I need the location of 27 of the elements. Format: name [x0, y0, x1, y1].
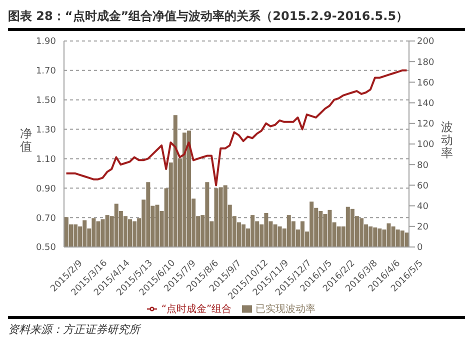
y2-tick-label: 60: [417, 181, 429, 192]
line-series: [65, 69, 408, 186]
y-tick-label: 1.50: [36, 96, 56, 106]
y2-tick-label: 20: [417, 222, 429, 233]
y-tick-label: 1.10: [36, 154, 56, 165]
y2-tick-label: 120: [417, 120, 434, 130]
legend-label: “点时成金”组合: [161, 304, 232, 315]
y2-tick-label: 0: [417, 243, 423, 254]
y2-tick-label: 180: [417, 58, 434, 68]
y2-tick-label: 160: [417, 78, 434, 88]
y2-tick-label: 200: [417, 37, 434, 48]
y2-tick-label: 100: [417, 140, 434, 150]
y-tick-label: 0.70: [36, 214, 56, 224]
y-tick-label: 1.90: [36, 37, 56, 48]
y2-tick-label: 40: [417, 202, 429, 212]
y-axis-title: 净值: [20, 126, 32, 154]
y-tick-label: 0.90: [36, 184, 56, 194]
y-tick-label: 1.70: [36, 66, 56, 77]
y-tick-label: 1.30: [36, 125, 56, 136]
y2-axis-title: 波动率: [441, 120, 453, 160]
bar: [400, 230, 404, 247]
y-tick-label: 0.50: [36, 243, 56, 254]
chart-title: 图表 28：“点时成金”组合净值与波动率的关系（2015.2.9-2016.5.5）: [8, 8, 465, 31]
y2-tick-label: 140: [417, 98, 434, 109]
text: 资料来源：方正证券研究所: [8, 322, 142, 337]
legend-label: 已实现波动率: [256, 304, 316, 315]
y2-tick-label: 80: [417, 160, 429, 171]
